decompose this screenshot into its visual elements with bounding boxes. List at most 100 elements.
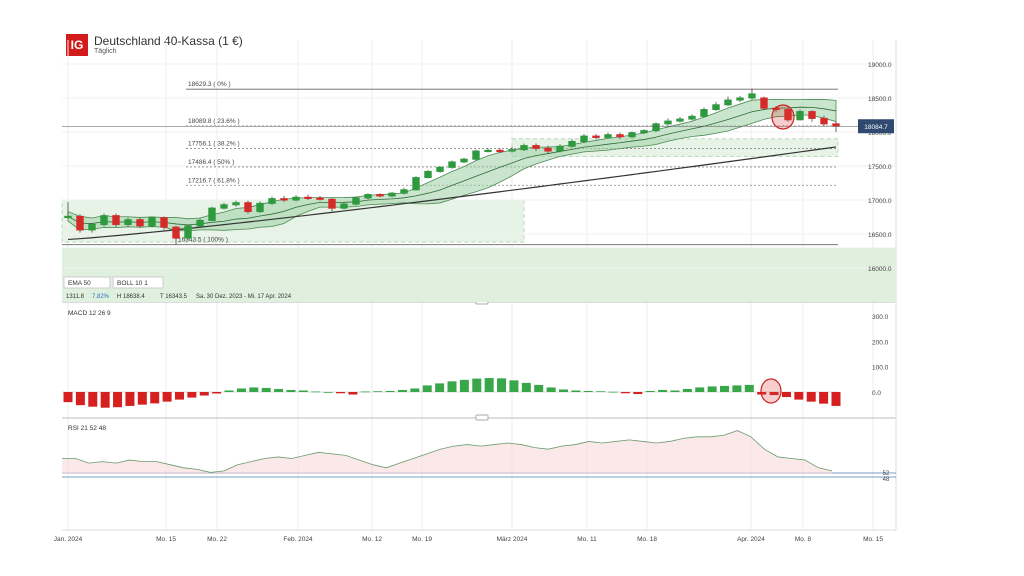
highlight-circle	[760, 378, 782, 404]
rsi-line	[62, 430, 833, 473]
price-tick-label: 16500.0	[868, 232, 892, 239]
candle-body	[148, 217, 156, 227]
highlight-circle	[771, 104, 795, 130]
price-tick-label: 18500.0	[868, 96, 892, 103]
candle-body	[316, 197, 324, 200]
stat-value: 1311.8	[66, 294, 85, 300]
x-tick-label: Mo. 11	[577, 536, 597, 543]
macd-bar	[397, 389, 407, 392]
macd-bar	[261, 387, 271, 392]
macd-bar	[521, 382, 531, 392]
candle-body	[652, 123, 660, 132]
chart-title: Deutschland 40-Kassa (1 €)	[94, 33, 243, 48]
macd-bar	[682, 388, 692, 392]
candle-body	[616, 134, 624, 138]
macd-bar	[150, 392, 160, 404]
price-tick-label: 18000.0	[868, 130, 892, 137]
macd-tick-label: 300.0	[872, 314, 889, 321]
macd-bar	[769, 392, 779, 396]
candle-body	[412, 177, 420, 191]
candle-body	[100, 215, 108, 225]
macd-bar	[534, 384, 544, 392]
candle-body	[436, 166, 444, 172]
macd-bar	[236, 388, 246, 392]
candle-body	[364, 194, 372, 199]
x-tick-label: März 2024	[497, 536, 528, 543]
candle-body	[796, 111, 804, 121]
macd-bar	[831, 392, 841, 406]
candle-body	[76, 215, 84, 231]
candle-body	[460, 158, 468, 163]
price-tick-label: 17500.0	[868, 164, 892, 171]
candle-body	[784, 109, 792, 121]
candle-body	[184, 225, 192, 239]
x-tick-label: Mo. 18	[637, 536, 657, 543]
candle-body	[376, 194, 384, 197]
macd-bar	[410, 388, 420, 392]
chart-subtitle: Täglich	[94, 47, 117, 55]
candle-body	[484, 149, 492, 153]
candle-body	[568, 141, 576, 147]
x-tick-label: Mo. 12	[362, 536, 382, 543]
candle-body	[808, 111, 816, 119]
candle-body	[580, 135, 588, 143]
candle-body	[400, 189, 408, 194]
candle-body	[496, 149, 504, 153]
macd-bar	[212, 392, 222, 394]
candle-body	[592, 135, 600, 138]
candle-body	[352, 197, 360, 205]
candle-body	[220, 204, 228, 209]
panel-resize-handle[interactable]	[475, 414, 489, 421]
macd-bar	[286, 389, 296, 392]
title-block: Deutschland 40-Kassa (1 €) Täglich	[94, 33, 243, 56]
candle-body	[556, 145, 564, 152]
candle-body	[136, 219, 144, 227]
macd-bar	[274, 388, 284, 392]
macd-bar	[100, 392, 110, 408]
price-tick-label: 16000.0	[868, 266, 892, 273]
macd-bar	[558, 389, 568, 392]
stat-percent: 7.82%	[92, 294, 110, 300]
macd-bar	[781, 392, 791, 398]
fibonacci-label: 17216.7 ( 61.8% )	[188, 177, 240, 184]
x-tick-label: Apr. 2024	[737, 536, 765, 543]
candle-body	[472, 150, 480, 160]
candle-body	[280, 198, 288, 201]
macd-bar	[162, 392, 172, 402]
candle-body	[724, 99, 732, 106]
macd-bar	[806, 392, 816, 402]
candle-body	[832, 123, 840, 127]
candle-body	[532, 145, 540, 149]
macd-bar	[422, 385, 432, 392]
macd-bar	[497, 378, 507, 392]
macd-bar	[447, 381, 457, 392]
macd-bar	[794, 392, 804, 400]
macd-bar	[311, 391, 321, 393]
candle-body	[688, 115, 696, 120]
candle-body	[736, 97, 744, 101]
boll-legend-box[interactable]	[112, 276, 164, 289]
candle-body	[292, 196, 300, 201]
stat-range: Sa. 30 Dez. 2023 - Mi. 17 Apr. 2024	[196, 294, 292, 300]
macd-bar	[298, 390, 308, 392]
ema-legend-box[interactable]	[63, 276, 111, 289]
macd-bar	[199, 392, 209, 396]
macd-bar	[472, 378, 482, 392]
macd-tick-label: 100.0	[872, 365, 889, 372]
candle-body	[124, 219, 132, 225]
candle-body	[232, 202, 240, 206]
macd-bar	[88, 392, 98, 407]
macd-bar	[645, 390, 655, 392]
price-tick-label: 19000.0	[868, 62, 892, 69]
macd-bar	[695, 387, 705, 392]
candle-body	[244, 202, 252, 213]
macd-tick-label: 0.0	[872, 390, 881, 397]
macd-bar	[608, 391, 618, 393]
candle-body	[676, 118, 684, 122]
candle-body	[820, 117, 828, 125]
candle-body	[268, 198, 276, 204]
macd-bar	[360, 391, 370, 393]
candle-body	[700, 109, 708, 117]
candle-body	[748, 93, 756, 99]
rsi-label: RSI 21 52 48	[68, 425, 106, 432]
